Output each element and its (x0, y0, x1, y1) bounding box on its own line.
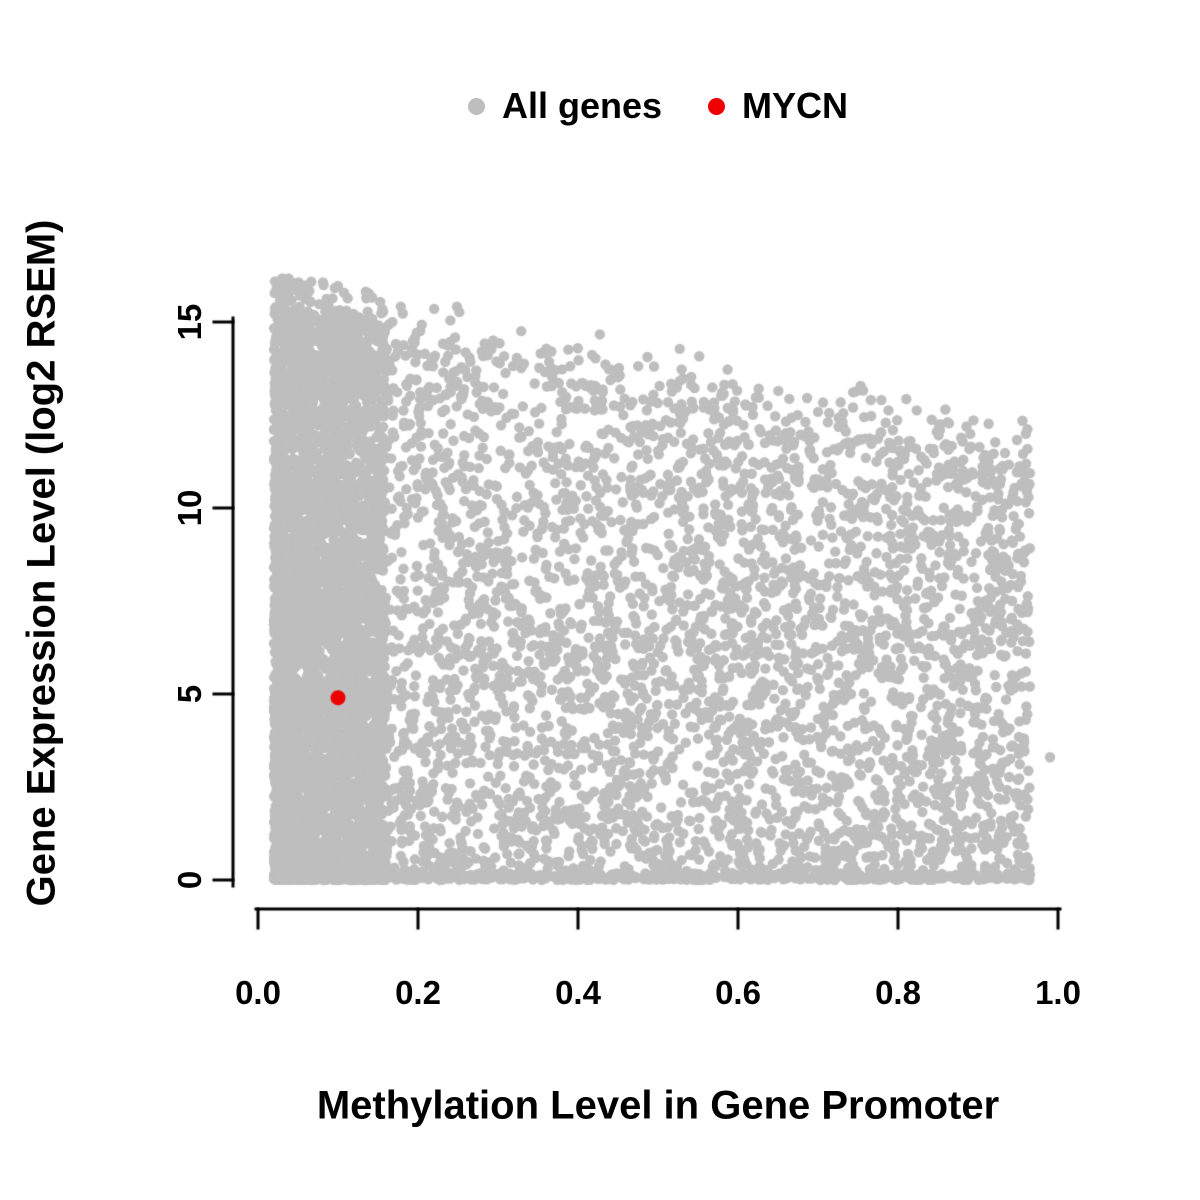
legend-item-all-genes: All genes (467, 85, 663, 126)
x-tick-label: 1.0 (1035, 974, 1081, 1011)
mycn-dot-icon (708, 97, 726, 115)
x-tick-label: 0.6 (715, 974, 761, 1011)
x-tick-label: 0.0 (235, 974, 281, 1011)
x-tick-label: 0.8 (875, 974, 921, 1011)
x-tick-label: 0.4 (555, 974, 601, 1011)
y-tick-label: 5 (171, 684, 208, 704)
legend-item-mycn: MYCN (708, 86, 848, 126)
y-axis-title: Gene Expression Level (log2 RSEM) (19, 219, 64, 907)
legend: All genes MYCN (258, 86, 1058, 126)
all-genes-dot-icon (467, 97, 485, 115)
y-tick-label: 15 (171, 303, 208, 341)
legend-label-mycn: MYCN (742, 85, 849, 126)
x-tick-label: 0.2 (395, 974, 441, 1011)
y-tick-label: 0 (171, 870, 208, 890)
x-axis-title: Methylation Level in Gene Promoter (316, 1083, 1000, 1128)
y-tick-label: 10 (171, 489, 208, 527)
legend-label-all-genes: All genes (501, 85, 663, 126)
